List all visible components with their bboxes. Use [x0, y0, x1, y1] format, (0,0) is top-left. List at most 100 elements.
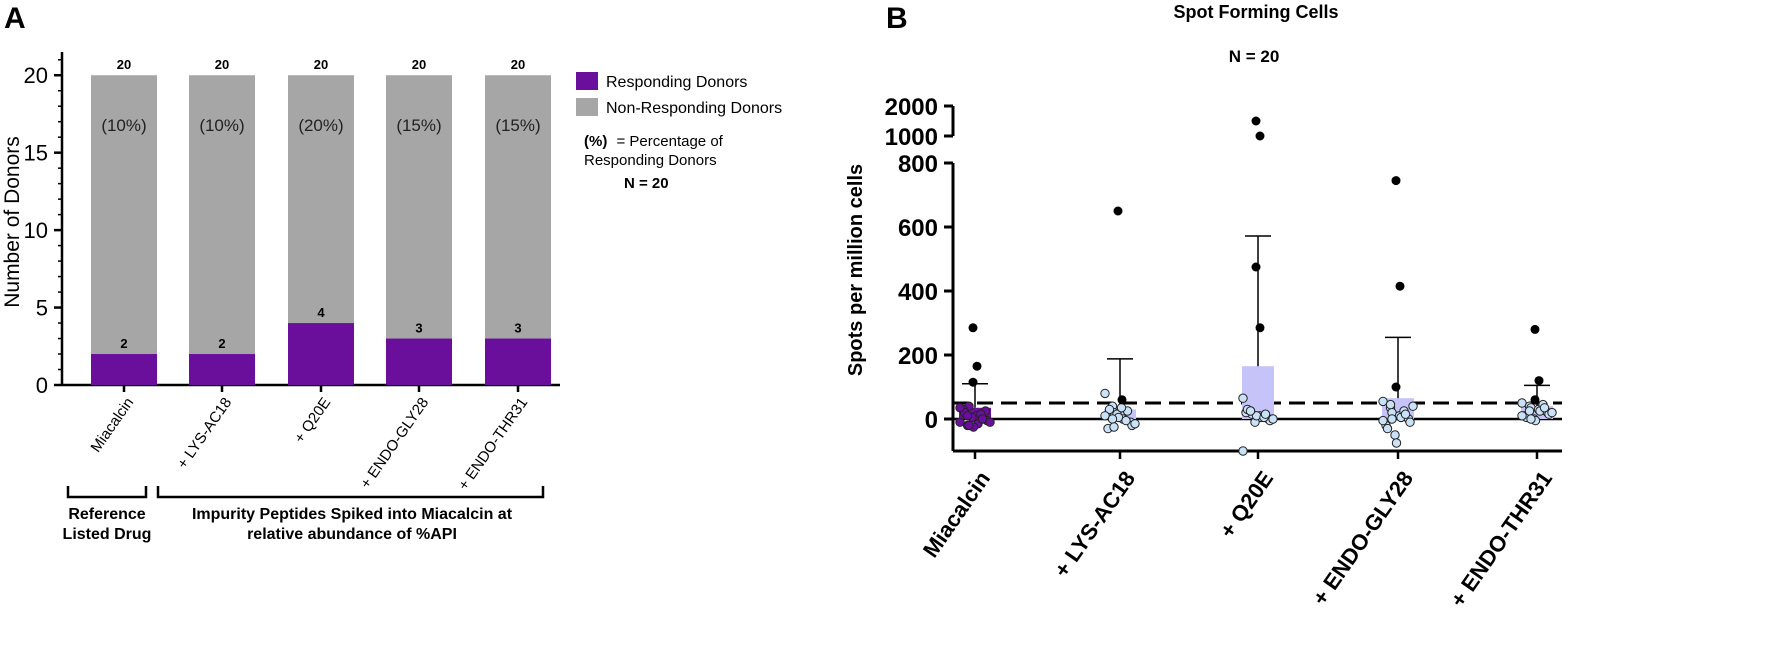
responder-point: [1530, 324, 1540, 334]
panel-a-y-axis-label: Number of Donors: [1, 136, 24, 308]
non-responder-point: [1390, 430, 1400, 440]
bar-percent-label: (15%): [396, 116, 441, 135]
panel-a: A 0 5 10 15 20 20 2 (10%) Miacalcin 20 2 (10%) + LYS…: [1, 2, 782, 543]
responder-point: [1391, 382, 1401, 392]
panel-a-x-tick-label: + ENDO-THR31: [455, 395, 531, 494]
bar-non-responding: [91, 75, 157, 355]
responder-point: [972, 361, 982, 371]
non-responder-point: [1107, 414, 1118, 424]
panel-b-label: B: [886, 2, 908, 35]
panel-b-x-tick-label: + ENDO-THR31: [1445, 467, 1557, 612]
impurity-label-line1: Impurity Peptides Spiked into Miacalcin …: [192, 506, 513, 523]
panel-a-y-tick-label: 20: [24, 63, 48, 88]
responder-point: [1534, 376, 1544, 386]
panel-b-y-tick-label: 600: [898, 215, 938, 242]
panel-a-legend: Responding Donors Non-Responding Donors …: [576, 72, 782, 192]
non-responder-point: [1121, 415, 1131, 426]
non-responder-point: [1517, 411, 1527, 421]
responder-point: [1255, 131, 1265, 141]
bar-responding-label: 2: [120, 336, 127, 351]
legend-swatch-responding: [576, 72, 598, 90]
panel-b-y-tick-label: 200: [898, 343, 938, 370]
non-responder-point: [1238, 446, 1248, 456]
panel-b: B Spot Forming Cells N = 20 Spots per mi…: [845, 2, 1562, 612]
responder-point: [1113, 206, 1123, 216]
non-responder-point: [962, 411, 973, 421]
panel-b-y-tick-label: 800: [898, 151, 938, 178]
non-responder-point: [1104, 404, 1115, 415]
panel-b-y-tick-label: 2000: [885, 94, 938, 121]
responder-point: [968, 377, 978, 387]
bar-total-label: 20: [412, 57, 426, 72]
bar-total-label: 20: [117, 57, 131, 72]
bar-percent-label: (10%): [101, 116, 146, 135]
panel-b-y-tick-label: 1000: [885, 124, 938, 151]
bar-non-responding: [386, 75, 452, 339]
legend-note-line1: (%) = Percentage of: [584, 133, 724, 150]
non-responder-point: [1260, 409, 1271, 419]
bar-total-label: 20: [314, 57, 328, 72]
non-responder-point: [1109, 422, 1119, 432]
panel-a-y-tick-label: 5: [36, 296, 48, 321]
non-responder-point: [1268, 414, 1278, 424]
bar-total-label: 20: [511, 57, 525, 72]
responder-point: [1530, 395, 1540, 405]
legend-note-line2: Responding Donors: [584, 152, 717, 169]
bar-responding-label: 2: [218, 336, 225, 351]
panel-a-label: A: [4, 2, 26, 35]
non-responder-point: [1245, 406, 1256, 416]
responder-point: [968, 323, 978, 333]
non-responder-point: [955, 403, 965, 413]
bar-responding: [91, 354, 157, 385]
bar-percent-label: (10%): [199, 116, 244, 135]
responder-point: [1255, 323, 1265, 333]
panel-a-x-tick-label: + LYS-AC18: [174, 395, 235, 472]
impurity-bracket: [156, 486, 545, 499]
legend-note-text: = Percentage of: [617, 133, 724, 150]
responder-point: [1391, 176, 1401, 186]
panel-a-y-tick-label: 0: [36, 373, 48, 398]
panel-b-x-tick-label: + ENDO-GLY28: [1307, 467, 1418, 610]
non-responder-point: [1400, 409, 1411, 419]
panel-b-y-axis-label: Spots per million cells: [845, 164, 867, 376]
non-responder-point: [1116, 403, 1127, 413]
bar-responding-label: 3: [415, 321, 422, 336]
bar-non-responding: [189, 75, 255, 355]
bar-responding: [288, 323, 354, 385]
non-responder-point: [1387, 414, 1397, 424]
non-responder-point: [1382, 423, 1393, 434]
legend-label-non-responding: Non-Responding Donors: [606, 100, 782, 117]
panel-b-title: Spot Forming Cells: [1173, 2, 1338, 22]
responder-point: [1251, 262, 1261, 272]
non-responder-point: [1408, 401, 1418, 411]
legend-swatch-non-responding: [576, 98, 598, 116]
bar-responding: [189, 354, 255, 385]
non-responder-point: [1405, 417, 1415, 427]
panel-a-y-tick-label: 15: [24, 141, 48, 166]
panel-b-x-tick-label: + LYS-AC18: [1049, 467, 1140, 582]
legend-note-key: (%): [584, 133, 607, 150]
non-responder-point: [1130, 419, 1140, 429]
non-responder-point: [1385, 399, 1396, 410]
non-responder-point: [1526, 414, 1536, 424]
impurity-label-line2: relative abundance of %API: [247, 526, 457, 543]
non-responder-point: [1524, 406, 1535, 416]
bar-percent-label: (15%): [495, 116, 540, 135]
bar-responding: [386, 338, 452, 385]
non-responder-point: [985, 417, 995, 427]
non-responder-point: [1547, 407, 1557, 418]
bar-non-responding: [485, 75, 551, 339]
panel-a-x-tick-label: + ENDO-GLY28: [357, 395, 432, 492]
reference-label-line1: Reference: [68, 506, 145, 523]
panel-b-x-tick-label: + Q20E: [1214, 467, 1278, 543]
bar-non-responding: [288, 75, 354, 324]
panel-b-y-tick-label: 0: [925, 407, 938, 434]
reference-label-line2: Listed Drug: [63, 526, 152, 543]
bar-responding-label: 4: [317, 305, 325, 320]
legend-label-responding: Responding Donors: [606, 74, 747, 91]
responder-point: [1117, 395, 1127, 405]
panel-b-x-tick-label: Miacalcin: [918, 467, 995, 562]
panel-a-y-tick-label: 10: [24, 218, 48, 243]
